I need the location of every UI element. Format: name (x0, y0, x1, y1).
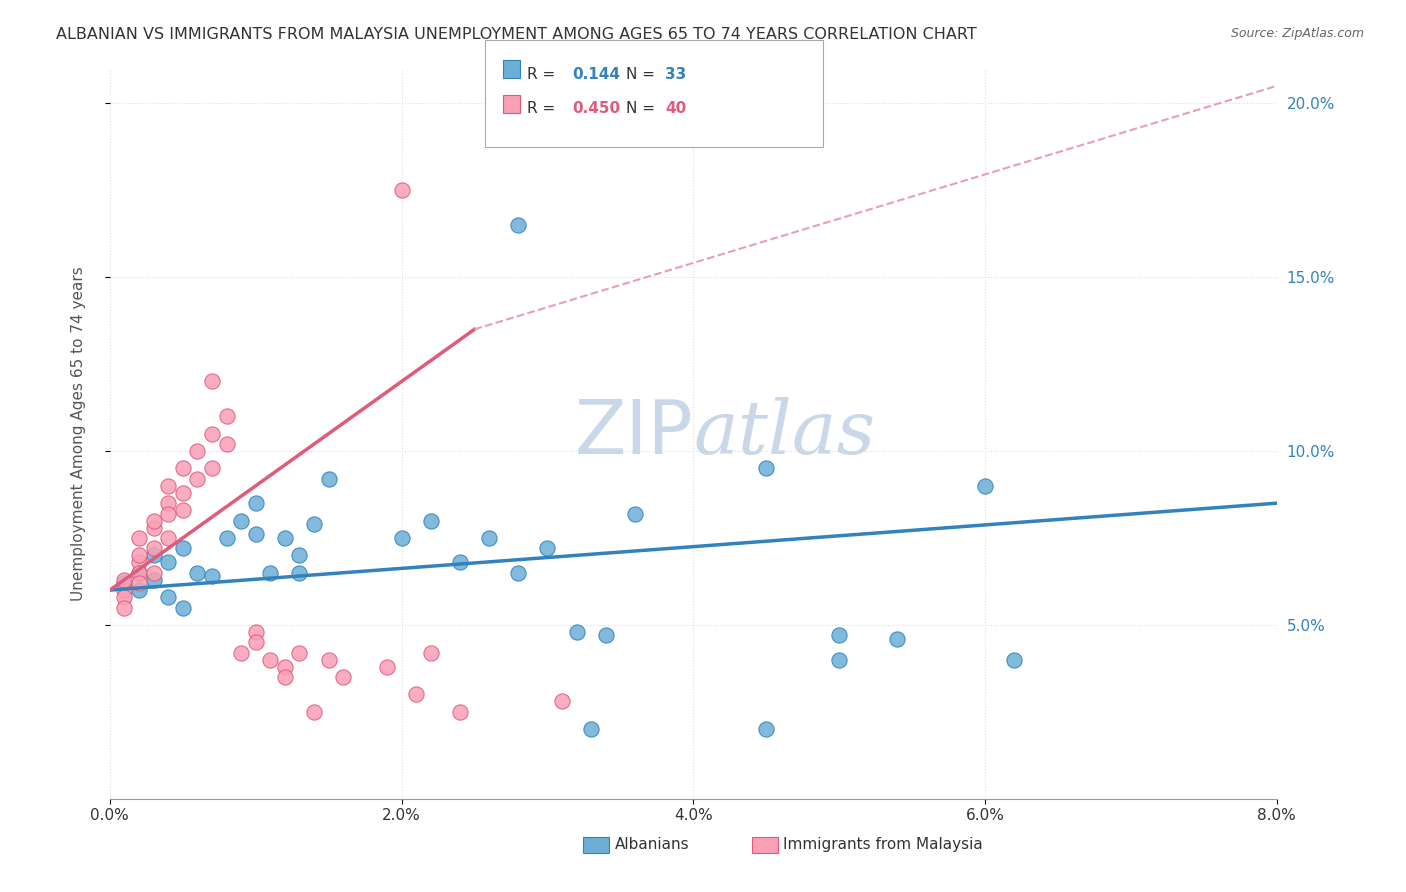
Point (302, 516, 325, 531)
Point (172, 485, 194, 500)
Point (274, 659, 297, 673)
Point (391, 531, 413, 545)
Point (245, 527, 267, 541)
Point (579, 723, 602, 737)
Point (114, 583, 136, 598)
Point (128, 576, 150, 591)
Point (259, 653, 281, 667)
Point (332, 670, 354, 684)
Point (565, 624, 588, 639)
Point (172, 503, 194, 517)
Point (114, 576, 136, 591)
Point (142, 514, 165, 528)
Point (172, 541, 194, 556)
Point (318, 653, 340, 667)
Text: 40: 40 (665, 101, 686, 116)
Point (186, 472, 208, 486)
Point (274, 531, 297, 545)
Point (886, 632, 908, 646)
Text: ZIP: ZIP (575, 397, 693, 470)
Point (828, 653, 851, 667)
Point (128, 555, 150, 569)
Text: 0.450: 0.450 (572, 101, 620, 116)
Point (288, 566, 311, 580)
Point (1002, 653, 1025, 667)
Point (536, 541, 558, 556)
Point (828, 628, 851, 642)
Text: 33: 33 (665, 67, 686, 82)
Point (288, 549, 311, 563)
Point (478, 531, 501, 545)
Point (449, 555, 471, 569)
Point (508, 218, 530, 232)
Point (302, 705, 325, 719)
Point (114, 573, 136, 587)
Text: ALBANIAN VS IMMIGRANTS FROM MALAYSIA UNEMPLOYMENT AMONG AGES 65 TO 74 YEARS CORR: ALBANIAN VS IMMIGRANTS FROM MALAYSIA UNE… (56, 27, 977, 42)
Point (245, 635, 267, 649)
Point (128, 566, 150, 580)
Point (142, 549, 165, 563)
Point (142, 520, 165, 534)
Point (419, 514, 441, 528)
Point (974, 479, 997, 493)
Point (157, 531, 180, 545)
Point (142, 566, 165, 580)
Point (229, 514, 252, 528)
Text: Source: ZipAtlas.com: Source: ZipAtlas.com (1230, 27, 1364, 40)
Text: atlas: atlas (693, 398, 876, 470)
Point (201, 461, 224, 475)
Point (142, 573, 165, 587)
Point (201, 569, 224, 583)
Point (142, 541, 165, 556)
Point (274, 670, 297, 684)
Point (201, 426, 224, 441)
Point (245, 496, 267, 510)
Point (551, 694, 574, 708)
Point (449, 705, 471, 719)
Point (229, 646, 252, 660)
Text: Immigrants from Malaysia: Immigrants from Malaysia (783, 838, 983, 852)
Y-axis label: Unemployment Among Ages 65 to 74 years: Unemployment Among Ages 65 to 74 years (72, 267, 86, 601)
Point (288, 646, 311, 660)
Point (157, 496, 180, 510)
Point (201, 375, 224, 389)
Point (172, 461, 194, 475)
Point (755, 461, 778, 475)
Text: R =: R = (527, 67, 561, 82)
Point (172, 600, 194, 615)
Text: N =: N = (626, 101, 659, 116)
Point (405, 688, 427, 702)
Point (215, 531, 238, 545)
Point (128, 583, 150, 598)
Point (318, 472, 340, 486)
Text: Albanians: Albanians (614, 838, 689, 852)
Point (128, 549, 150, 563)
Point (215, 409, 238, 424)
Point (259, 566, 281, 580)
Point (128, 566, 150, 580)
Text: R =: R = (527, 101, 561, 116)
Point (595, 628, 617, 642)
Point (755, 723, 778, 737)
Point (157, 479, 180, 493)
Point (624, 507, 647, 521)
Point (114, 600, 136, 615)
Point (375, 659, 398, 673)
Point (245, 624, 267, 639)
Point (391, 183, 413, 197)
Point (114, 590, 136, 604)
Point (186, 566, 208, 580)
Point (157, 507, 180, 521)
Point (157, 555, 180, 569)
Point (186, 444, 208, 458)
Point (215, 437, 238, 451)
Point (157, 590, 180, 604)
Point (419, 646, 441, 660)
Text: 0.144: 0.144 (572, 67, 620, 82)
Text: N =: N = (626, 67, 659, 82)
Point (128, 531, 150, 545)
Point (508, 566, 530, 580)
